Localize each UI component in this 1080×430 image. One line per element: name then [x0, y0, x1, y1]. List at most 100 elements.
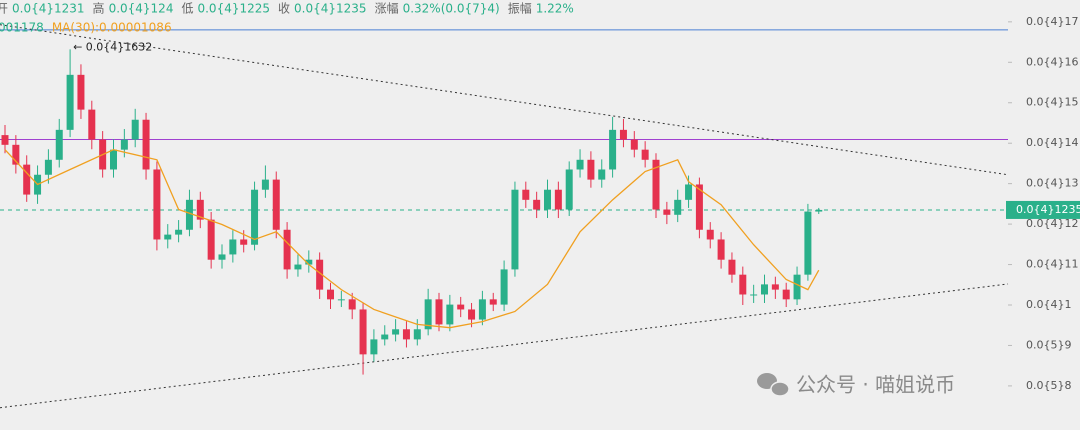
- y-tick-label: 0.0{4}17: [1026, 15, 1079, 28]
- candle-body: [500, 269, 508, 305]
- candle-body: [435, 299, 443, 325]
- candle-body: [630, 139, 638, 150]
- candle-body: [240, 239, 248, 245]
- candle-body: [511, 189, 519, 270]
- candle-body: [652, 159, 660, 210]
- candle-body: [142, 119, 150, 170]
- candle-body: [283, 229, 291, 270]
- candle-body: [120, 139, 128, 150]
- y-tick-label: 0.0{4}13: [1026, 177, 1079, 190]
- y-tick-label: 0.0{4}14: [1026, 136, 1079, 149]
- candle-body: [207, 219, 215, 260]
- candle-body: [185, 199, 193, 230]
- candle-body: [717, 239, 725, 260]
- candle-body: [66, 74, 74, 130]
- candle-body: [478, 299, 486, 320]
- candle-body: [815, 209, 823, 212]
- candle-body: [196, 199, 204, 220]
- ma-header: MA(30):0.00001086: [52, 21, 172, 35]
- candle-body: [663, 209, 671, 215]
- candle-body: [348, 299, 356, 310]
- ma-header: 001178: [0, 21, 44, 35]
- candle-body: [1, 135, 9, 145]
- candle-body: [381, 334, 389, 340]
- candle-body: [641, 149, 649, 160]
- candle-body: [218, 254, 226, 260]
- candle-body: [793, 274, 801, 300]
- candle-body: [685, 184, 693, 200]
- candle-body: [77, 74, 85, 110]
- candle-body: [750, 294, 758, 296]
- candle-body: [337, 299, 345, 301]
- candle-body: [402, 329, 410, 340]
- high-annotation: ← 0.0{4}1632: [73, 40, 152, 53]
- candle-body: [609, 129, 617, 170]
- candle-body: [272, 179, 280, 230]
- candle-body: [522, 189, 530, 200]
- header-label: 涨幅: [375, 1, 399, 16]
- candle-body: [55, 129, 63, 160]
- header-value: 0.0{4}1235: [294, 2, 367, 16]
- candle-body: [175, 229, 183, 235]
- candle-body: [153, 169, 161, 240]
- candle-body: [706, 229, 714, 240]
- candle-body: [544, 189, 551, 210]
- y-tick-label: 0.0{4}12: [1026, 217, 1079, 230]
- candle-body: [370, 339, 378, 355]
- candle-body: [110, 149, 117, 170]
- y-tick-label: 0.0{5}8: [1026, 379, 1072, 392]
- header-label: 高: [93, 1, 105, 16]
- header-value: 0.32%(0.0{7}4): [403, 2, 500, 16]
- candle-body: [554, 189, 562, 210]
- candle-body: [446, 304, 454, 325]
- watermark-icon: [757, 373, 790, 397]
- candle-body: [739, 274, 747, 295]
- header-value: 0.0{4}124: [109, 2, 174, 16]
- candle-body: [468, 309, 476, 320]
- candle-body: [44, 159, 52, 175]
- header-value: 1.22%: [536, 2, 574, 16]
- candle-body: [294, 264, 302, 270]
- candle-body: [23, 164, 31, 195]
- candle-body: [261, 179, 269, 190]
- candle-body: [695, 184, 703, 230]
- y-tick-label: 0.0{4}11: [1026, 258, 1079, 271]
- y-tick-label: 0.0{4}1: [1026, 298, 1072, 311]
- candle-body: [489, 299, 497, 305]
- candle-body: [761, 284, 768, 295]
- candle-body: [728, 259, 736, 275]
- header-label: 低: [181, 2, 193, 16]
- candle-body: [457, 304, 465, 310]
- price-label: 0.0{4}1235: [1016, 203, 1080, 216]
- candle-body: [576, 159, 584, 170]
- header-value: 0.0{4}1231: [12, 2, 85, 16]
- ma-line: [4, 148, 820, 329]
- candle-body: [413, 329, 421, 340]
- candle-body: [674, 199, 682, 215]
- candle-body: [565, 169, 573, 210]
- candle-body: [771, 284, 779, 290]
- y-tick-label: 0.0{4}16: [1026, 55, 1079, 68]
- candle-body: [804, 211, 812, 275]
- candle-body: [251, 189, 259, 245]
- candle-body: [598, 169, 606, 180]
- candle-body: [587, 159, 595, 180]
- candle-body: [392, 329, 400, 335]
- candle-body: [327, 289, 334, 300]
- candle-body: [619, 129, 627, 140]
- trend-line: [0, 283, 1009, 409]
- header-label: 收: [278, 2, 290, 16]
- candle-body: [424, 299, 432, 330]
- candle-body: [164, 234, 172, 240]
- candle-body: [316, 259, 324, 290]
- candle-body: [131, 119, 139, 140]
- candle-body: [229, 239, 237, 255]
- candle-body: [533, 199, 541, 210]
- y-tick-label: 0.0{5}9: [1026, 338, 1072, 351]
- candle-body: [12, 144, 20, 165]
- price-label-box: [1006, 200, 1080, 219]
- candle-body: [782, 289, 790, 300]
- y-tick-label: 0.0{4}15: [1026, 96, 1079, 109]
